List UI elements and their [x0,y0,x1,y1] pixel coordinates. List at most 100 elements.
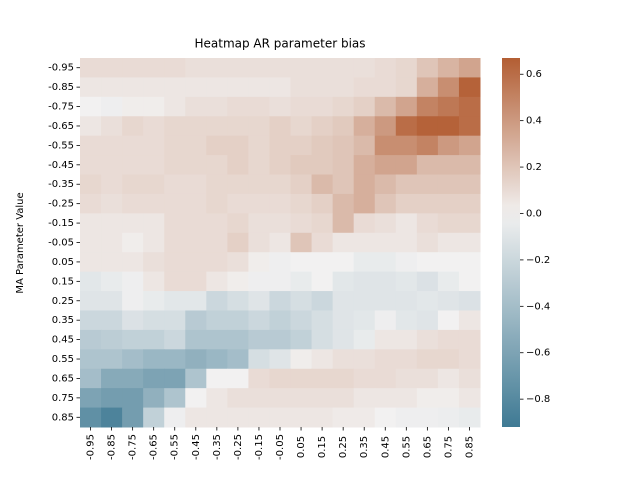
heatmap-cell [227,58,249,78]
x-tick-label: 0.75 [443,436,454,458]
heatmap-cell [374,77,397,98]
heatmap-cell [185,310,207,331]
heatmap-cell [437,388,460,409]
heatmap-cell [290,155,313,176]
heatmap-cell [395,252,418,273]
heatmap-cell [290,388,313,409]
heatmap-cell [227,349,249,370]
heatmap-cell [290,58,313,78]
heatmap-cell [143,77,165,98]
x-tick-label: -0.35 [212,434,223,460]
heatmap-cell [122,271,144,292]
heatmap-cell [269,213,292,234]
heatmap-cell [395,174,418,195]
x-tick-label: 0.85 [464,436,475,458]
heatmap-cell [164,58,186,78]
heatmap-cell [164,135,186,156]
heatmap-cell [374,174,397,195]
heatmap-cell [395,213,418,234]
heatmap-cell [416,388,439,409]
heatmap-cell [290,96,313,117]
heatmap-cell [416,116,439,137]
heatmap-cell [290,174,313,195]
heatmap-cell [269,58,292,78]
heatmap-cell [374,407,397,428]
heatmap-cell [185,349,207,370]
heatmap-cell [248,310,270,331]
heatmap-cell [290,349,313,370]
heatmap-cell [143,388,165,409]
heatmap-cell [164,193,186,214]
heatmap-cell [269,96,292,117]
heatmap-cell [185,368,207,389]
colorbar-tick-label: −0.6 [526,348,550,359]
heatmap-cell [80,155,102,176]
chart-title: Heatmap AR parameter bias [194,37,365,51]
heatmap-cell [248,174,270,195]
heatmap-cell [311,77,334,98]
y-tick-label: 0.25 [52,296,74,307]
heatmap-cell [269,407,292,428]
heatmap-cell [122,329,144,350]
x-tick-label: 0.55 [401,436,412,458]
y-tick-label: -0.95 [48,63,74,74]
heatmap-cell [374,368,397,389]
heatmap-cell [395,58,418,78]
heatmap-cell [185,155,207,176]
heatmap-cell [290,329,313,350]
heatmap-cell [101,291,123,311]
y-tick-label: -0.05 [48,238,74,249]
heatmap-cell [80,329,102,350]
heatmap-cell [332,213,355,234]
heatmap-cell [395,388,418,409]
heatmap-cell [143,135,165,156]
heatmap-cell [185,252,207,273]
heatmap-cell [311,291,334,311]
x-tick-label: -0.65 [149,434,160,460]
heatmap-cell [374,58,397,78]
heatmap-cell [143,174,165,195]
x-tick-label: 0.05 [296,436,307,458]
heatmap-cell [332,155,355,176]
heatmap-cell [395,310,418,331]
heatmap-cell [416,252,439,273]
x-tick-label: 0.45 [380,436,391,458]
heatmap-cell [290,407,313,428]
heatmap-cell [437,193,460,214]
heatmap-cell [164,116,186,137]
heatmap-cell [122,193,144,214]
heatmap-cell [416,310,439,331]
heatmap-cell [332,135,355,156]
heatmap-cell [437,155,460,176]
heatmap-cell [143,96,165,117]
heatmap-cell [122,349,144,370]
heatmap-cell [311,271,334,292]
heatmap-cell [227,329,249,350]
heatmap-cell [164,310,186,331]
heatmap-cell [227,232,249,253]
heatmap-cell [311,58,334,78]
heatmap-cell [269,349,292,370]
heatmap-cell [101,388,123,409]
heatmap-cell [248,135,270,156]
heatmap-cell [290,116,313,137]
y-tick-label: -0.55 [48,140,74,151]
heatmap-cell [164,407,186,428]
heatmap-cell [164,232,186,253]
heatmap-cell [122,291,144,311]
heatmap-cell [164,155,186,176]
heatmap-cell [416,58,439,78]
y-tick-label: -0.75 [48,102,74,113]
heatmap-cell [437,407,460,428]
heatmap-cell [164,388,186,409]
heatmap-cell [416,349,439,370]
heatmap-cell [311,193,334,214]
heatmap-cell [290,135,313,156]
heatmap-cell [374,329,397,350]
heatmap-cell [374,155,397,176]
x-tick-label: 0.15 [317,436,328,458]
heatmap-cell [353,271,376,292]
heatmap-cell [101,252,123,273]
heatmap-cell [101,116,123,137]
